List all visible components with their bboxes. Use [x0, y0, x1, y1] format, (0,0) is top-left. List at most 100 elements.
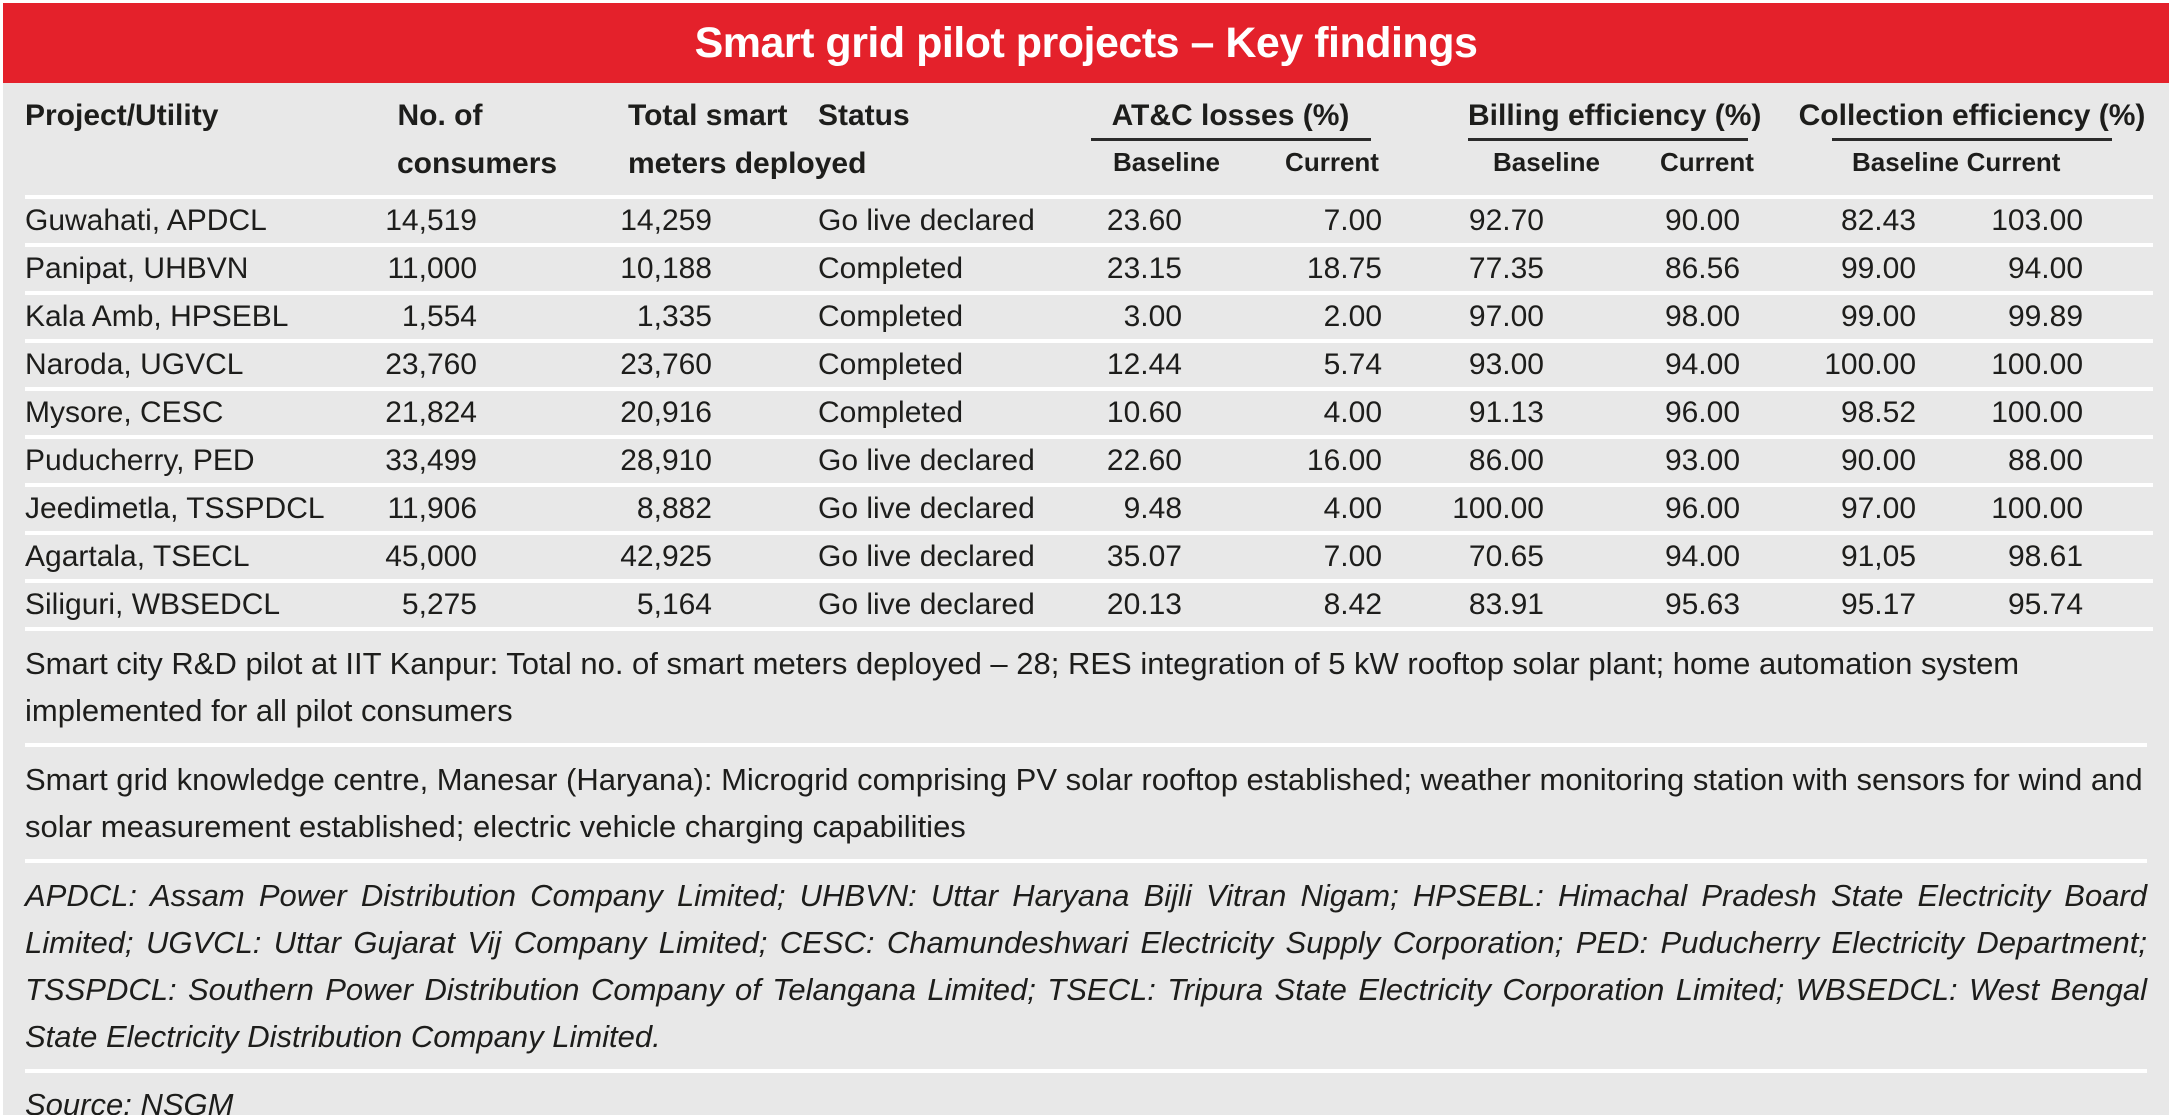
group-header-collection-label: Collection efficiency (%) — [1798, 99, 2146, 132]
cell-status: Go live declared — [818, 204, 1035, 237]
cell-consumers: 23,760 — [385, 348, 477, 381]
cell-collection-baseline: 100.00 — [1824, 348, 1917, 381]
group-underline — [1832, 138, 2113, 141]
source-note: Source: NSGM — [25, 1087, 234, 1115]
sub-header-billing-baseline: Baseline — [1493, 147, 1600, 177]
cell-atc-baseline: 23.60 — [1106, 204, 1182, 237]
table-body: Guwahati, APDCL 14,519 14,259 Go live decla… — [25, 197, 2154, 629]
group-header-collection-efficiency: Collection efficiency (%) — [1746, 83, 2153, 145]
col-header-status: Status — [818, 99, 910, 132]
cell-collection-current: 88.00 — [2007, 444, 2084, 477]
spacer — [2089, 389, 2153, 437]
header-row-1: Project/Utility No. of Total smart Statu… — [25, 83, 2153, 145]
cell-billing-baseline: 86.00 — [1468, 444, 1544, 477]
cell-billing-current: 93.00 — [1664, 444, 1741, 477]
cell-billing-current: 98.00 — [1664, 300, 1741, 333]
cell-collection-baseline: 95.17 — [1840, 588, 1917, 621]
cell-meters: 28,910 — [620, 444, 712, 477]
cell-status: Go live declared — [818, 588, 1035, 621]
cell-meters: 8,882 — [636, 492, 712, 525]
cell-billing-baseline: 91.13 — [1468, 396, 1544, 429]
cell-billing-current: 94.00 — [1664, 540, 1741, 573]
cell-project: Mysore, CESC — [25, 396, 224, 429]
cell-consumers: 14,519 — [385, 204, 477, 237]
cell-project: Naroda, UGVCL — [25, 348, 244, 381]
spacer — [2089, 437, 2153, 485]
cell-project: Panipat, UHBVN — [25, 252, 249, 285]
cell-billing-baseline: 97.00 — [1468, 300, 1544, 333]
cell-collection-current: 103.00 — [1991, 204, 2084, 237]
cell-atc-current: 4.00 — [1323, 396, 1382, 429]
cell-atc-baseline: 10.60 — [1106, 396, 1182, 429]
cell-meters: 5,164 — [636, 588, 712, 621]
cell-atc-current: 7.00 — [1323, 540, 1382, 573]
cell-atc-current: 7.00 — [1323, 204, 1382, 237]
spacer — [2089, 145, 2153, 197]
table-row: Siliguri, WBSEDCL 5,275 5,164 Go live decla… — [25, 581, 2154, 629]
table-row: Puducherry, PED 33,499 28,910 Go live decla… — [25, 437, 2154, 485]
spacer — [2089, 533, 2153, 581]
page-title: Smart grid pilot projects – Key findings — [694, 18, 1478, 67]
col-header-consumers-line2: consumers — [397, 147, 558, 180]
cell-billing-baseline: 83.91 — [1468, 588, 1544, 621]
cell-consumers: 45,000 — [385, 540, 477, 573]
col-header-meters-line2: meters deployed — [628, 147, 867, 180]
cell-billing-baseline: 93.00 — [1468, 348, 1544, 381]
table-header: Project/Utility No. of Total smart Statu… — [25, 83, 2154, 197]
cell-consumers: 33,499 — [385, 444, 477, 477]
cell-collection-current: 100.00 — [1991, 492, 2084, 525]
cell-collection-baseline: 99.00 — [1840, 252, 1917, 285]
cell-project: Kala Amb, HPSEBL — [25, 300, 289, 333]
table-row: Jeedimetla, TSSPDCL 11,906 8,882 Go live de… — [25, 485, 2154, 533]
cell-billing-baseline: 77.35 — [1468, 252, 1544, 285]
sub-header-collection-current: Current — [1966, 147, 2061, 177]
spacer — [2089, 293, 2153, 341]
group-header-billing-efficiency: Billing efficiency (%) — [1388, 83, 1762, 145]
cell-status: Go live declared — [818, 492, 1035, 525]
cell-meters: 1,335 — [636, 300, 712, 333]
col-header-consumers: No. of — [397, 99, 483, 132]
cell-project: Agartala, TSECL — [25, 540, 250, 573]
cell-consumers: 11,906 — [387, 492, 477, 525]
col-header-project: Project/Utility — [25, 99, 219, 132]
abbreviations-note: APDCL: Assam Power Distribution Company … — [25, 863, 2147, 1073]
cell-project: Guwahati, APDCL — [25, 204, 267, 237]
cell-status: Completed — [818, 396, 964, 429]
spacer — [25, 145, 363, 197]
spacer — [2089, 341, 2153, 389]
cell-collection-baseline: 91,05 — [1840, 540, 1917, 573]
page-panel: Smart grid pilot projects – Key findings… — [3, 3, 2169, 1115]
cell-atc-current: 18.75 — [1306, 252, 1382, 285]
col-header-meters: Total smart — [628, 99, 788, 132]
cell-billing-current: 86.56 — [1664, 252, 1741, 285]
table-row: Panipat, UHBVN 11,000 10,188 Completed 23.15… — [25, 245, 2154, 293]
cell-status: Completed — [818, 348, 964, 381]
spacer — [2089, 245, 2153, 293]
cell-atc-current: 8.42 — [1323, 588, 1382, 621]
cell-consumers: 21,824 — [385, 396, 477, 429]
cell-meters: 14,259 — [620, 204, 712, 237]
cell-collection-current: 98.61 — [2007, 540, 2084, 573]
table-row: Guwahati, APDCL 14,519 14,259 Go live decla… — [25, 197, 2154, 245]
cell-atc-current: 2.00 — [1323, 300, 1382, 333]
table-row: Naroda, UGVCL 23,760 23,760 Completed 12.44 5… — [25, 341, 2154, 389]
cell-collection-current: 99.89 — [2007, 300, 2084, 333]
group-header-billing-label: Billing efficiency (%) — [1468, 99, 1762, 132]
cell-collection-baseline: 98.52 — [1840, 396, 1917, 429]
cell-billing-current: 96.00 — [1664, 396, 1741, 429]
cell-billing-baseline: 100.00 — [1452, 492, 1544, 525]
cell-status: Go live declared — [818, 540, 1035, 573]
note-manesar: Smart grid knowledge centre, Manesar (Ha… — [25, 747, 2147, 863]
cell-atc-baseline: 22.60 — [1106, 444, 1182, 477]
cell-billing-current: 96.00 — [1664, 492, 1741, 525]
cell-collection-current: 95.74 — [2007, 588, 2084, 621]
cell-atc-baseline: 3.00 — [1123, 300, 1182, 333]
spacer — [2089, 197, 2153, 245]
header-row-2: consumers meters deployed Baseline Curre… — [25, 145, 2153, 197]
cell-consumers: 5,275 — [401, 588, 477, 621]
cell-collection-current: 94.00 — [2007, 252, 2084, 285]
cell-billing-current: 95.63 — [1664, 588, 1741, 621]
cell-billing-baseline: 70.65 — [1468, 540, 1544, 573]
sub-header-billing-current: Current — [1660, 147, 1754, 177]
cell-collection-baseline: 99.00 — [1840, 300, 1917, 333]
